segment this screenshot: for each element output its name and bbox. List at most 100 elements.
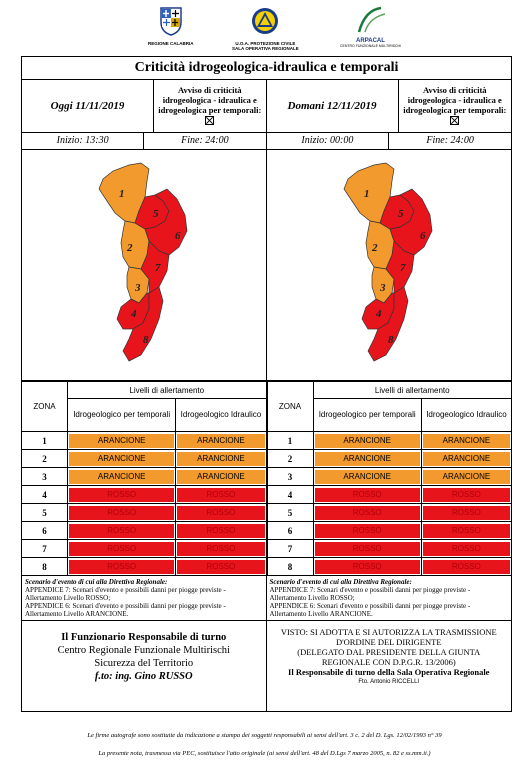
page-title: Criticità idrogeologica-idraulica e temp… xyxy=(22,57,511,80)
map-zone-label: 1 xyxy=(119,188,125,200)
footer-right: VISTO: SI ADOTTA E SI AUTORIZZA LA TRASM… xyxy=(267,621,512,711)
dpgr-line: REGIONALE CON D.P.G.R. 13/2006) xyxy=(321,657,456,667)
date-row: Oggi 11/11/2019 Avviso di criticità idro… xyxy=(22,80,511,133)
note-pec: La presente nota, trasmessa via PEC, sos… xyxy=(98,750,431,757)
map-zone-label: 4 xyxy=(375,308,382,320)
scenario-row: Scenario d'evento di cui alla Direttiva … xyxy=(22,576,511,621)
level-idraulico: ROSSO xyxy=(175,485,267,504)
tomorrow-inizio: Inizio: 00:00 xyxy=(267,133,390,149)
scenario-heading: Scenario d'evento di cui alla Direttiva … xyxy=(269,578,412,586)
level-temporali: ARANCIONE xyxy=(66,449,177,468)
calabria-map-tomorrow: 1 2 3 5 6 7 4 8 xyxy=(343,162,433,362)
scenario-heading: Scenario d'evento di cui alla Direttiva … xyxy=(25,578,168,586)
scenario-line-1: APPENDICE 7: Scenari d'evento e possibil… xyxy=(25,586,226,602)
zone-number: 3 xyxy=(266,467,314,486)
today-rows: 1 ARANCIONE ARANCIONE 2 ARANCIONE ARANCIONE 3 A… xyxy=(22,431,267,576)
sicurezza-line: Sicurezza del Territorio xyxy=(94,658,194,669)
zona-header: ZONA xyxy=(22,381,68,432)
regione-crest-icon xyxy=(160,7,182,36)
centro-name: Centro Regionale Funzionale Multirischi xyxy=(57,645,230,656)
level-idraulico: ROSSO xyxy=(420,539,511,558)
arpacal-subcaption: CENTRO FUNZIONALE MULTIRISCHI xyxy=(340,44,401,48)
level-idraulico: ARANCIONE xyxy=(420,467,511,486)
responsabile-title: Il Responsabile di turno della Sala Oper… xyxy=(288,667,490,677)
col-temporali-header: Idrogeologico per temporali xyxy=(66,398,177,432)
zone-number: 2 xyxy=(22,449,68,468)
tomorrow-levels-table: ZONA Livelli di allertamento Idrogeologi… xyxy=(266,381,511,576)
zone-number: 2 xyxy=(266,449,314,468)
map-zone-label: 2 xyxy=(371,242,378,254)
visto-line: VISTO: SI ADOTTA E SI AUTORIZZA LA TRASM… xyxy=(280,627,497,637)
table-row: 1 ARANCIONE ARANCIONE xyxy=(266,431,511,450)
protezione-civile-icon xyxy=(252,8,279,34)
today-date: Oggi 11/11/2019 xyxy=(22,80,154,132)
level-temporali: ARANCIONE xyxy=(312,449,422,468)
table-row: 5 ROSSO ROSSO xyxy=(22,503,267,522)
map-zone-label: 3 xyxy=(379,282,386,294)
scenario-line-1: APPENDICE 7: Scenari d'evento e possibil… xyxy=(269,586,471,602)
table-row: 7 ROSSO ROSSO xyxy=(266,539,511,558)
level-temporali: ROSSO xyxy=(66,557,177,576)
table-row: 3 ARANCIONE ARANCIONE xyxy=(22,467,267,486)
table-row: 7 ROSSO ROSSO xyxy=(22,539,267,558)
note-firme: Le firme autografe sono sostituite da in… xyxy=(87,732,442,739)
level-idraulico: ROSSO xyxy=(175,521,267,540)
level-temporali: ROSSO xyxy=(312,485,422,504)
table-row: 8 ROSSO ROSSO xyxy=(266,557,511,576)
zone-number: 5 xyxy=(266,503,314,522)
map-zone-label: 4 xyxy=(130,308,137,320)
level-temporali: ROSSO xyxy=(312,539,422,558)
col-temporali-header: Idrogeologico per temporali xyxy=(312,398,422,432)
arpacal-caption: ARPACAL xyxy=(356,38,385,44)
table-row: 6 ROSSO ROSSO xyxy=(22,521,267,540)
table-row: 8 ROSSO ROSSO xyxy=(22,557,267,576)
zone-number: 4 xyxy=(266,485,314,504)
protezione-civile-logo: U.O.A. PROTEZIONE CIVILE SALA OPERATIVA … xyxy=(232,6,299,51)
tomorrow-header: Domani 12/11/2019 Avviso di criticità id… xyxy=(267,80,512,132)
map-zone-8 xyxy=(367,286,409,362)
bulletin-frame: Criticità idrogeologica-idraulica e temp… xyxy=(21,56,512,712)
map-zone-label: 3 xyxy=(134,282,141,294)
table-row: 3 ARANCIONE ARANCIONE xyxy=(266,467,511,486)
map-zone-label: 8 xyxy=(388,334,394,346)
ordine-line: D'ORDINE DEL DIRIGENTE xyxy=(335,637,442,647)
delegato-line: (DELEGATO DAL PRESIDENTE DELLA GIUNTA xyxy=(297,647,481,657)
calabria-map-today: 1 2 3 5 6 7 4 8 xyxy=(98,162,188,362)
table-row: 5 ROSSO ROSSO xyxy=(266,503,511,522)
level-temporali: ARANCIONE xyxy=(66,431,177,450)
map-zone-label: 7 xyxy=(155,262,161,274)
arpacal-icon xyxy=(357,6,385,33)
today-inizio: Inizio: 13:30 xyxy=(22,133,145,149)
today-avviso: Avviso di criticità idrogeologica - idra… xyxy=(154,80,266,132)
arpacal-logo: ARPACAL CENTRO FUNZIONALE MULTIRISCHI xyxy=(340,6,401,49)
today-scenario: Scenario d'evento di cui alla Direttiva … xyxy=(22,576,267,620)
time-row: Inizio: 13:30 Fine: 24:00 Inizio: 00:00 … xyxy=(22,133,511,150)
map-zone-label: 7 xyxy=(400,262,406,274)
level-idraulico: ROSSO xyxy=(175,539,267,558)
map-zone-label: 8 xyxy=(143,334,149,346)
level-temporali: ROSSO xyxy=(312,557,422,576)
zone-number: 4 xyxy=(22,485,68,504)
today-map: 1 2 3 5 6 7 4 8 xyxy=(22,150,267,380)
map-zone-8 xyxy=(122,286,164,362)
protezione-caption-2: SALA OPERATIVA REGIONALE xyxy=(232,46,299,51)
responsabile-signature: Fto. Antonio RICCELLI xyxy=(358,679,420,685)
tables-row: ZONA Livelli di allertamento Idrogeologi… xyxy=(22,381,511,576)
zone-number: 8 xyxy=(22,557,68,576)
col-idraulico-header: Idrogeologico Idraulico xyxy=(175,398,267,432)
zone-number: 8 xyxy=(266,557,314,576)
today-checkbox-icon xyxy=(205,116,215,125)
scenario-line-2: APPENDICE 6: Scenari d'evento e possibil… xyxy=(25,602,226,618)
level-idraulico: ARANCIONE xyxy=(175,431,267,450)
funzionario-signature: f.to: ing. Gino RUSSO xyxy=(94,671,193,682)
level-idraulico: ROSSO xyxy=(420,485,511,504)
tomorrow-avviso: Avviso di criticità idrogeologica - idra… xyxy=(399,80,512,132)
map-zone-label: 5 xyxy=(398,208,404,220)
zone-number: 6 xyxy=(266,521,314,540)
tomorrow-checkbox-icon xyxy=(450,116,460,125)
level-idraulico: ROSSO xyxy=(420,521,511,540)
level-idraulico: ROSSO xyxy=(175,557,267,576)
level-idraulico: ROSSO xyxy=(420,557,511,576)
level-idraulico: ARANCIONE xyxy=(175,449,267,468)
